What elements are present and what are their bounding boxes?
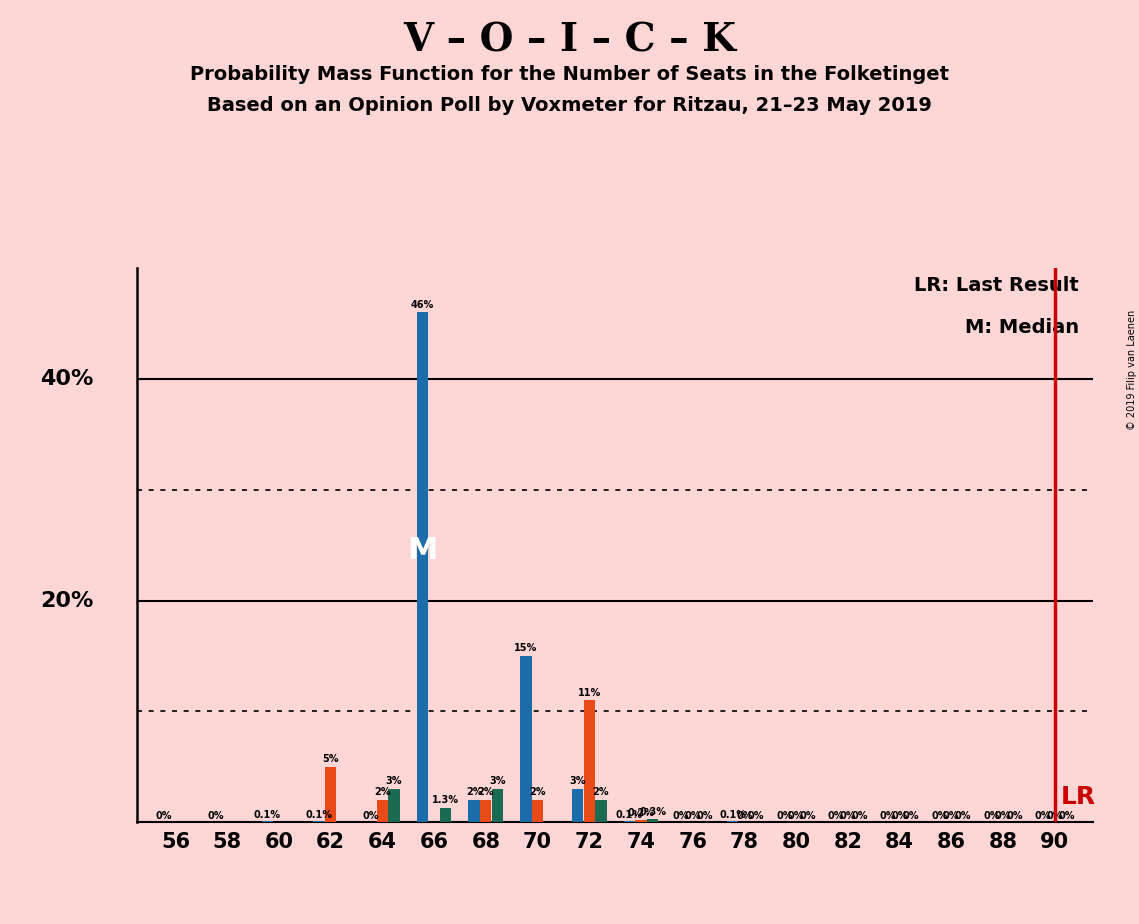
Text: V – O – I – C – K: V – O – I – C – K [403, 21, 736, 59]
Bar [468, 800, 480, 822]
Bar [583, 700, 595, 822]
Text: 0%: 0% [932, 810, 948, 821]
Text: 3%: 3% [570, 776, 585, 786]
Text: 0%: 0% [776, 810, 793, 821]
Bar [727, 821, 738, 822]
Text: 0%: 0% [954, 810, 972, 821]
Text: 0%: 0% [207, 810, 223, 821]
Text: 5%: 5% [322, 754, 339, 764]
Bar [440, 808, 451, 822]
Text: 0%: 0% [983, 810, 1000, 821]
Text: 0%: 0% [943, 810, 959, 821]
Text: 0%: 0% [685, 810, 700, 821]
Text: M: M [408, 536, 437, 565]
Text: LR: Last Result: LR: Last Result [915, 276, 1079, 296]
Bar [636, 821, 647, 822]
Text: 0%: 0% [994, 810, 1011, 821]
Bar [417, 312, 428, 822]
Text: 0%: 0% [747, 810, 764, 821]
Text: Based on an Opinion Poll by Voxmeter for Ritzau, 21–23 May 2019: Based on an Opinion Poll by Voxmeter for… [207, 96, 932, 116]
Text: 2%: 2% [466, 787, 483, 797]
Text: 40%: 40% [40, 369, 93, 389]
Bar [596, 800, 607, 822]
Bar [623, 821, 634, 822]
Text: 0%: 0% [839, 810, 857, 821]
Text: 0%: 0% [903, 810, 919, 821]
Bar [313, 821, 325, 822]
Text: 0%: 0% [1034, 810, 1051, 821]
Text: LR: LR [1060, 785, 1096, 809]
Text: 0%: 0% [1007, 810, 1023, 821]
Text: 3%: 3% [386, 776, 402, 786]
Text: 2%: 2% [530, 787, 546, 797]
Bar [492, 789, 503, 822]
Text: 0%: 0% [851, 810, 868, 821]
Bar [521, 656, 532, 822]
Text: 2%: 2% [592, 787, 609, 797]
Text: 0%: 0% [696, 810, 713, 821]
Bar [532, 800, 543, 822]
Text: 0.2%: 0.2% [628, 808, 655, 819]
Text: 0%: 0% [788, 810, 804, 821]
Text: 2%: 2% [374, 787, 391, 797]
Bar [377, 800, 388, 822]
Text: 0%: 0% [156, 810, 172, 821]
Text: 20%: 20% [40, 590, 93, 611]
Text: 0%: 0% [879, 810, 896, 821]
Text: 0%: 0% [1058, 810, 1074, 821]
Text: 0.3%: 0.3% [639, 808, 666, 818]
Text: 0.1%: 0.1% [254, 809, 281, 820]
Text: 15%: 15% [514, 643, 538, 653]
Text: 11%: 11% [577, 687, 601, 698]
Text: 0%: 0% [673, 810, 689, 821]
Text: M: Median: M: Median [965, 318, 1079, 337]
Text: 0%: 0% [362, 810, 379, 821]
Text: 1.3%: 1.3% [432, 796, 459, 805]
Text: 0%: 0% [1047, 810, 1063, 821]
Text: Probability Mass Function for the Number of Seats in the Folketinget: Probability Mass Function for the Number… [190, 65, 949, 84]
Text: © 2019 Filip van Laenen: © 2019 Filip van Laenen [1126, 310, 1137, 430]
Bar [480, 800, 491, 822]
Text: 0.1%: 0.1% [305, 809, 333, 820]
Text: 0%: 0% [736, 810, 753, 821]
Bar [572, 789, 583, 822]
Text: 0%: 0% [800, 810, 816, 821]
Bar [325, 767, 336, 822]
Text: 0.1%: 0.1% [719, 809, 746, 820]
Text: 46%: 46% [411, 299, 434, 310]
Text: 0%: 0% [828, 810, 844, 821]
Bar [388, 789, 400, 822]
Text: 0.1%: 0.1% [616, 809, 642, 820]
Bar [647, 819, 658, 822]
Text: 2%: 2% [477, 787, 494, 797]
Text: 0%: 0% [891, 810, 908, 821]
Text: 3%: 3% [489, 776, 506, 786]
Bar [262, 821, 273, 822]
